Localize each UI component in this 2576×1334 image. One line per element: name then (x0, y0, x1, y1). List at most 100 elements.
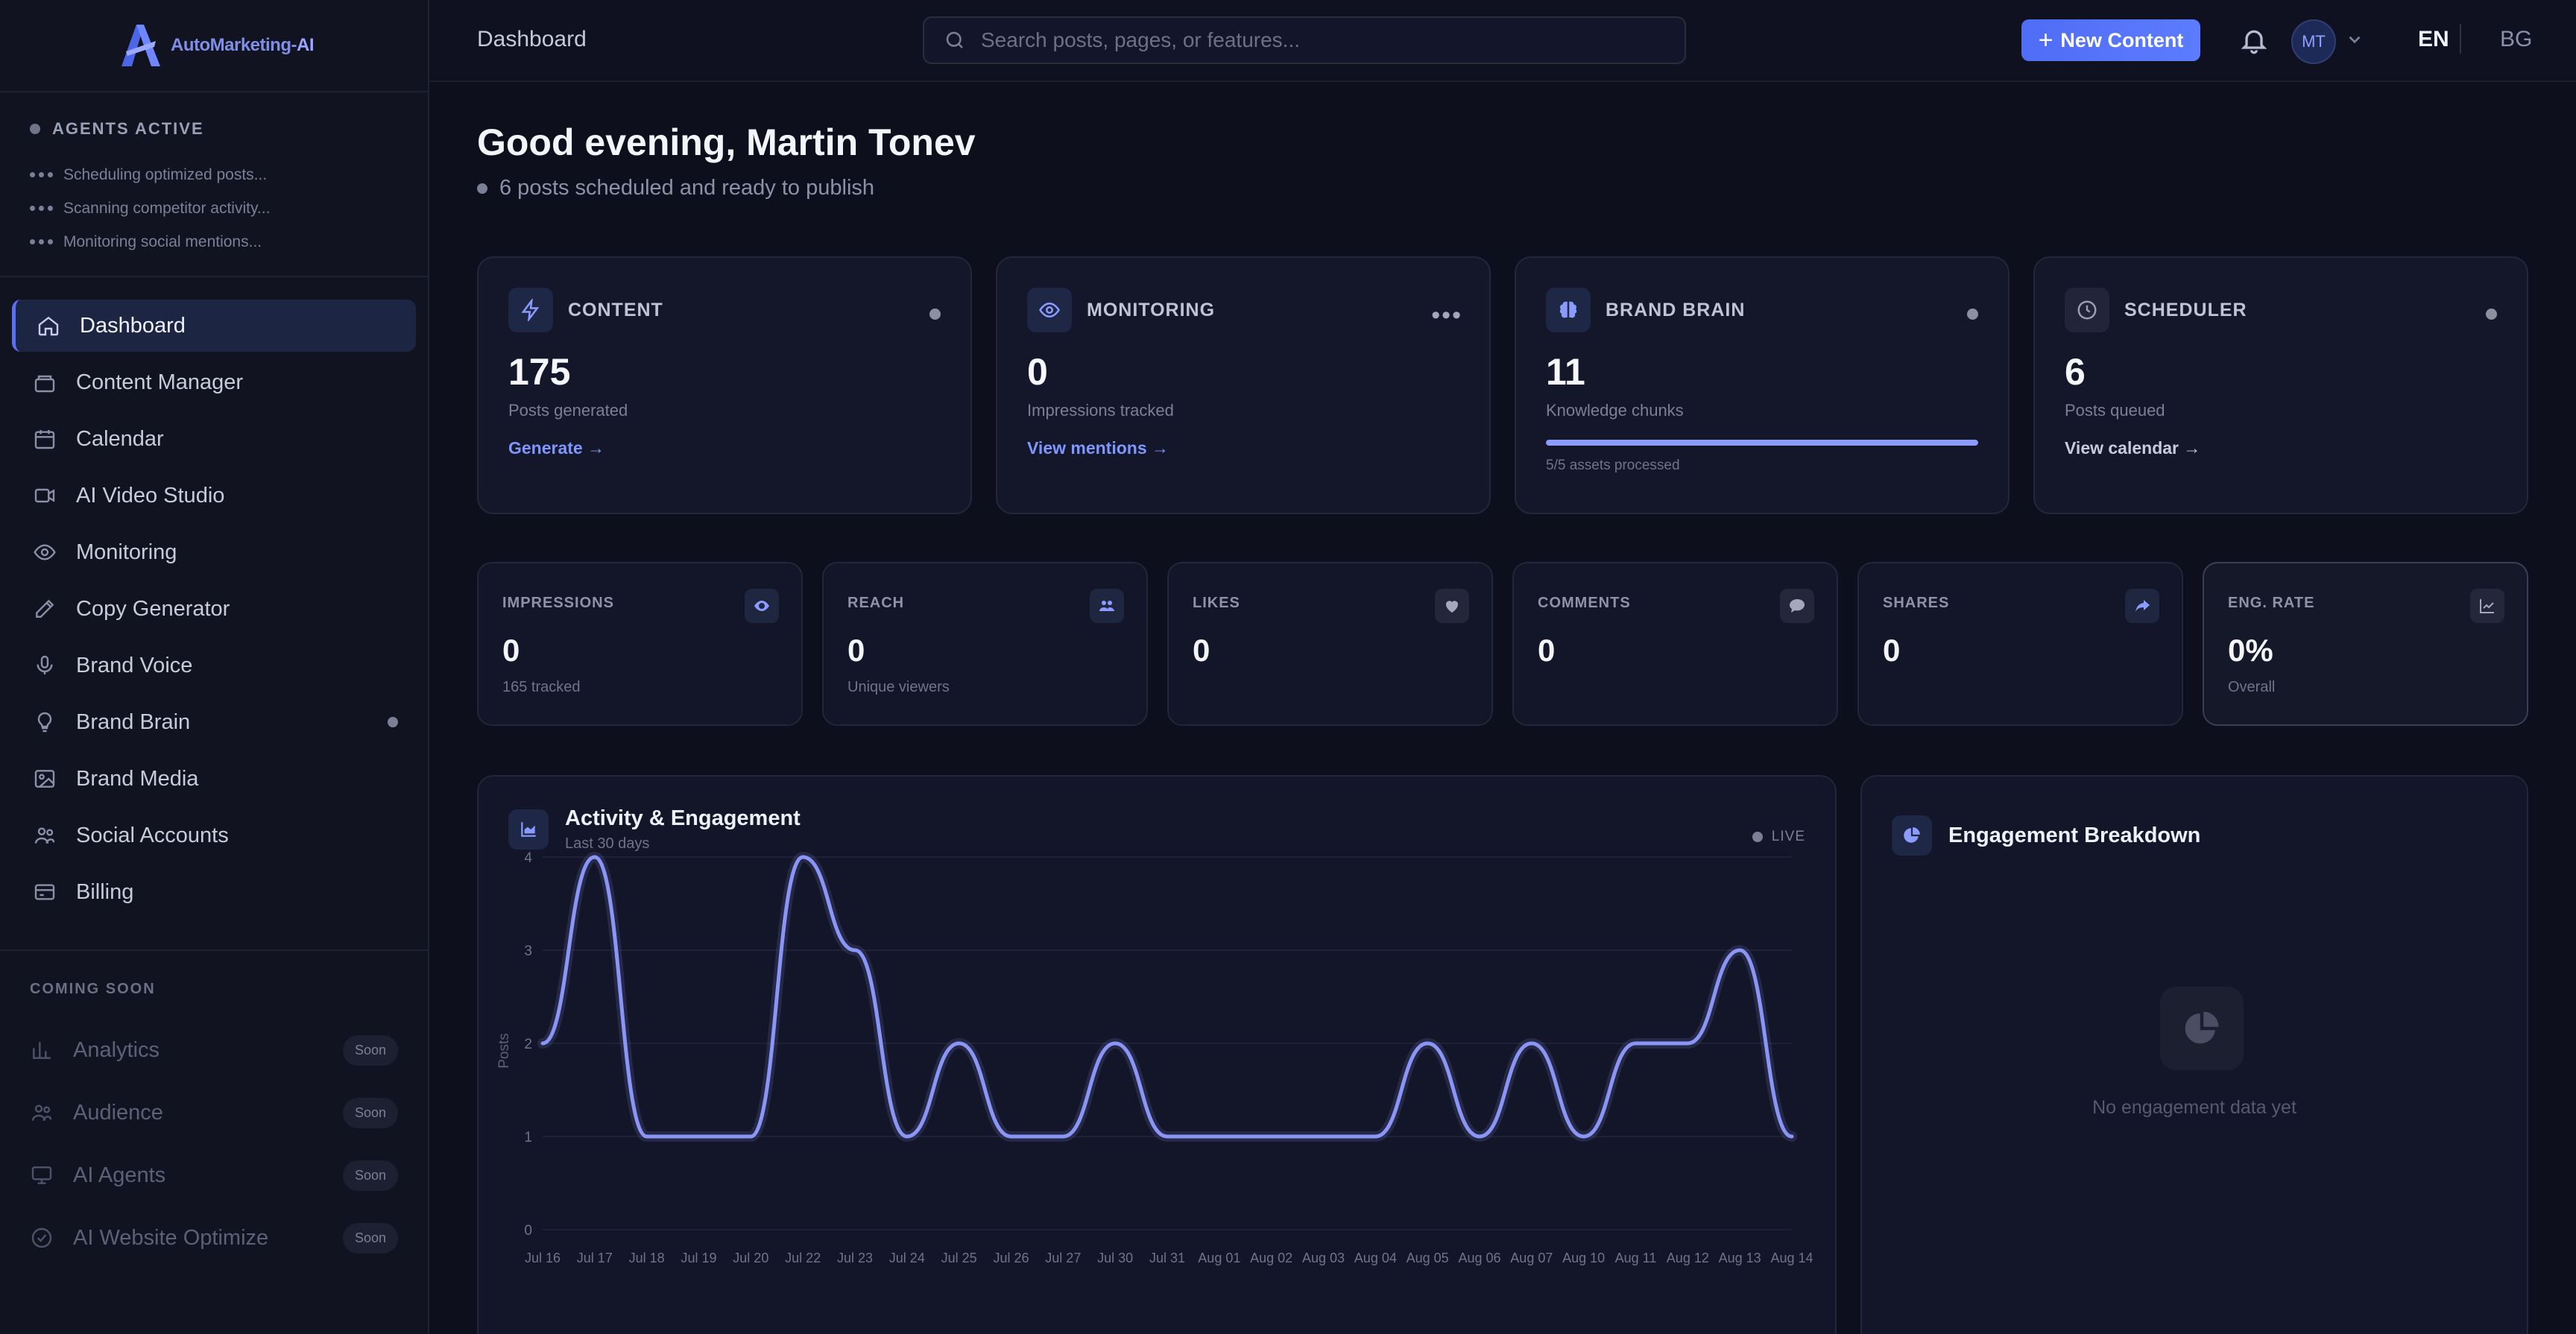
metric-label: IMPRESSIONS (502, 595, 614, 611)
x-tick-label: Aug 04 (1354, 1251, 1397, 1265)
topbar: Dashboard + New Content MT EN BG (429, 0, 2576, 82)
metric-impressions: IMPRESSIONS 0 165 tracked (477, 562, 803, 726)
chevron-down-icon[interactable] (2345, 30, 2364, 49)
monitor-icon (31, 1166, 52, 1184)
edit-icon (36, 599, 54, 618)
x-tick-label: Aug 01 (1198, 1251, 1240, 1265)
search-box[interactable] (923, 16, 1686, 64)
x-tick-label: Jul 18 (629, 1251, 665, 1265)
nav-item-social-accounts[interactable]: Social Accounts (12, 809, 416, 862)
nav-item-content-manager[interactable]: Content Manager (12, 356, 416, 408)
metrics-row: IMPRESSIONS 0 165 tracked REACH 0 Unique… (477, 562, 2528, 726)
nav-item-copy-generator[interactable]: Copy Generator (12, 583, 416, 635)
chart-title: Activity & Engagement (565, 806, 801, 830)
metric-value: 0 (1883, 633, 1901, 668)
x-tick-label: Aug 12 (1667, 1251, 1709, 1265)
card-subtitle: Impressions tracked (1027, 401, 1174, 420)
view-mentions-link[interactable]: View mentions → (1027, 438, 1169, 458)
engagement-breakdown-card: Engagement Breakdown No engagement data … (1860, 775, 2528, 1334)
card-icon (34, 884, 55, 900)
ellipsis-icon (30, 206, 53, 211)
metric-subtitle: Overall (2228, 679, 2276, 695)
soon-item-ai-website-optimize: AI Website Optimize Soon (30, 1207, 398, 1269)
nav-label: Social Accounts (76, 823, 229, 847)
nav-label: Calendar (76, 426, 164, 451)
x-tick-label: Jul 26 (993, 1251, 1029, 1265)
x-tick-label: Jul 19 (681, 1251, 716, 1265)
nav-item-billing[interactable]: Billing (12, 866, 416, 918)
nav-label: AI Video Studio (76, 483, 225, 508)
nav-item-dashboard[interactable]: Dashboard (12, 300, 416, 352)
agent-row: Scanning competitor activity... (30, 192, 398, 225)
scheduler-card[interactable]: SCHEDULER 6 Posts queued View calendar → (2033, 256, 2528, 514)
metric-subtitle: Unique viewers (847, 679, 950, 695)
generate-link[interactable]: Generate → (508, 438, 605, 458)
metric-reach: REACH 0 Unique viewers (822, 562, 1148, 726)
main-content: Good evening, Martin Tonev 6 posts sched… (429, 83, 2576, 1334)
nav-item-calendar[interactable]: Calendar (12, 413, 416, 465)
more-icon[interactable]: ••• (1431, 301, 1462, 329)
content-card[interactable]: CONTENT 175 Posts generated Generate → (477, 256, 972, 514)
breakdown-title: Engagement Breakdown (1948, 823, 2201, 847)
brain-icon (1546, 288, 1591, 332)
series-glow (537, 851, 1797, 1142)
users-icon (34, 827, 55, 844)
data-point (1427, 1043, 1428, 1044)
pie-chart-icon (2160, 987, 2244, 1070)
y-tick-label: 4 (524, 850, 532, 866)
ellipsis-icon (30, 239, 53, 244)
search-input[interactable] (981, 28, 1652, 52)
agents-heading: AGENTS ACTIVE (30, 119, 398, 139)
language-bg[interactable]: BG (2500, 27, 2533, 51)
nav-item-ai-video-studio[interactable]: AI Video Studio (12, 470, 416, 522)
nav-label: Copy Generator (76, 596, 230, 621)
summary-cards: CONTENT 175 Posts generated Generate → M… (477, 256, 2528, 514)
lightning-icon (508, 288, 553, 332)
agent-row: Monitoring social mentions... (30, 225, 398, 259)
ellipsis-icon (30, 172, 53, 177)
y-tick-label: 3 (524, 943, 532, 959)
agent-row: Scheduling optimized posts... (30, 158, 398, 192)
nav-label: Content Manager (76, 370, 244, 394)
pie-chart-icon (1892, 815, 1932, 856)
x-tick-label: Jul 24 (889, 1251, 925, 1265)
brand-logo[interactable]: AutoMarketing-AI (0, 0, 428, 92)
soon-badge: Soon (342, 1034, 398, 1066)
x-tick-label: Jul 17 (577, 1251, 613, 1265)
comment-icon (1780, 589, 1814, 623)
notifications-button[interactable] (2239, 25, 2269, 55)
view-calendar-link[interactable]: View calendar → (2065, 438, 2201, 458)
nav-item-brand-media[interactable]: Brand Media (12, 753, 416, 805)
brand-brain-card[interactable]: BRAND BRAIN 11 Knowledge chunks 5/5 asse… (1515, 256, 2010, 514)
video-icon (34, 488, 55, 503)
y-tick-label: 2 (524, 1037, 532, 1052)
card-label: BRAND BRAIN (1606, 299, 1746, 320)
metric-subtitle: 165 tracked (502, 679, 581, 695)
nav-label: Brand Voice (76, 653, 193, 677)
new-content-button[interactable]: + New Content (2021, 19, 2200, 61)
card-value: 175 (508, 351, 571, 393)
empty-state-text: No engagement data yet (2092, 1097, 2296, 1118)
main-nav: Dashboard Content Manager Calendar AI Vi… (0, 277, 428, 951)
card-value: 11 (1546, 351, 1585, 393)
nav-label: Billing (76, 879, 134, 904)
language-en[interactable]: EN (2418, 27, 2449, 51)
nav-item-brand-brain[interactable]: Brand Brain (12, 696, 416, 748)
nav-item-brand-voice[interactable]: Brand Voice (12, 639, 416, 692)
monitoring-card[interactable]: MONITORING ••• 0 Impressions tracked Vie… (996, 256, 1491, 514)
status-dot (477, 183, 487, 194)
clock-icon (2065, 288, 2109, 332)
chart-subtitle: Last 30 days (565, 835, 650, 852)
users-icon (1090, 589, 1124, 623)
metric-shares: SHARES 0 (1857, 562, 2183, 726)
nav-item-monitoring[interactable]: Monitoring (12, 526, 416, 578)
avatar[interactable]: MT (2291, 19, 2336, 64)
x-tick-label: Aug 07 (1510, 1251, 1553, 1265)
data-point (594, 856, 596, 858)
metric-value: 0% (2228, 633, 2273, 668)
status-dot (1967, 309, 1978, 320)
trend-icon (2470, 589, 2504, 623)
soon-item-audience: Audience Soon (30, 1081, 398, 1144)
card-label: SCHEDULER (2124, 299, 2247, 320)
card-subtitle: Posts generated (508, 401, 628, 420)
